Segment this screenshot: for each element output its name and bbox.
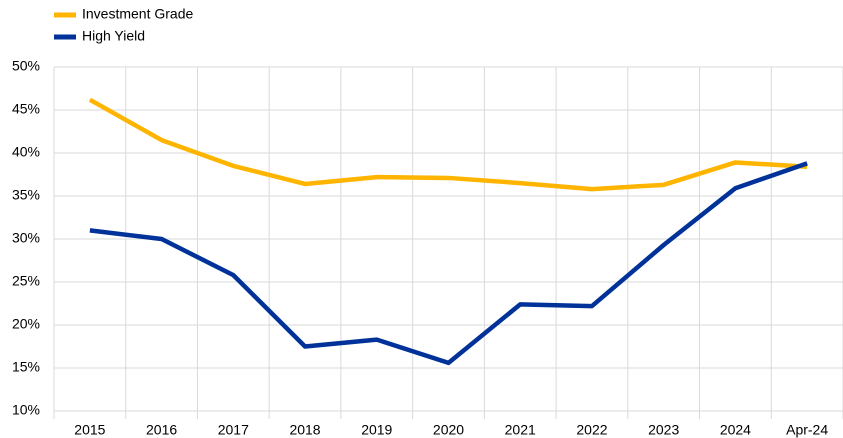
- x-tick-label: 2015: [74, 422, 105, 438]
- x-tick-label: 2022: [576, 422, 607, 438]
- y-tick-label: 30%: [12, 230, 40, 246]
- x-tick-label: Apr-24: [786, 422, 828, 438]
- legend-label: Investment Grade: [82, 6, 193, 22]
- y-tick-label: 50%: [12, 58, 40, 74]
- x-tick-label: 2018: [289, 422, 320, 438]
- x-tick-label: 2020: [433, 422, 464, 438]
- y-tick-label: 10%: [12, 402, 40, 418]
- y-tick-label: 40%: [12, 144, 40, 160]
- x-tick-label: 2017: [218, 422, 249, 438]
- y-tick-label: 20%: [12, 316, 40, 332]
- series-line: [89, 161, 808, 366]
- legend-label: High Yield: [82, 28, 145, 44]
- x-tick-label: 2016: [146, 422, 177, 438]
- y-tick-label: 35%: [12, 187, 40, 203]
- y-tick-label: 45%: [12, 101, 40, 117]
- y-tick-label: 15%: [12, 359, 40, 375]
- y-tick-label: 25%: [12, 273, 40, 289]
- x-tick-label: 2021: [505, 422, 536, 438]
- x-tick-label: 2019: [361, 422, 392, 438]
- x-tick-label: 2023: [648, 422, 679, 438]
- x-tick-label: 2024: [720, 422, 751, 438]
- series-line: [88, 97, 808, 192]
